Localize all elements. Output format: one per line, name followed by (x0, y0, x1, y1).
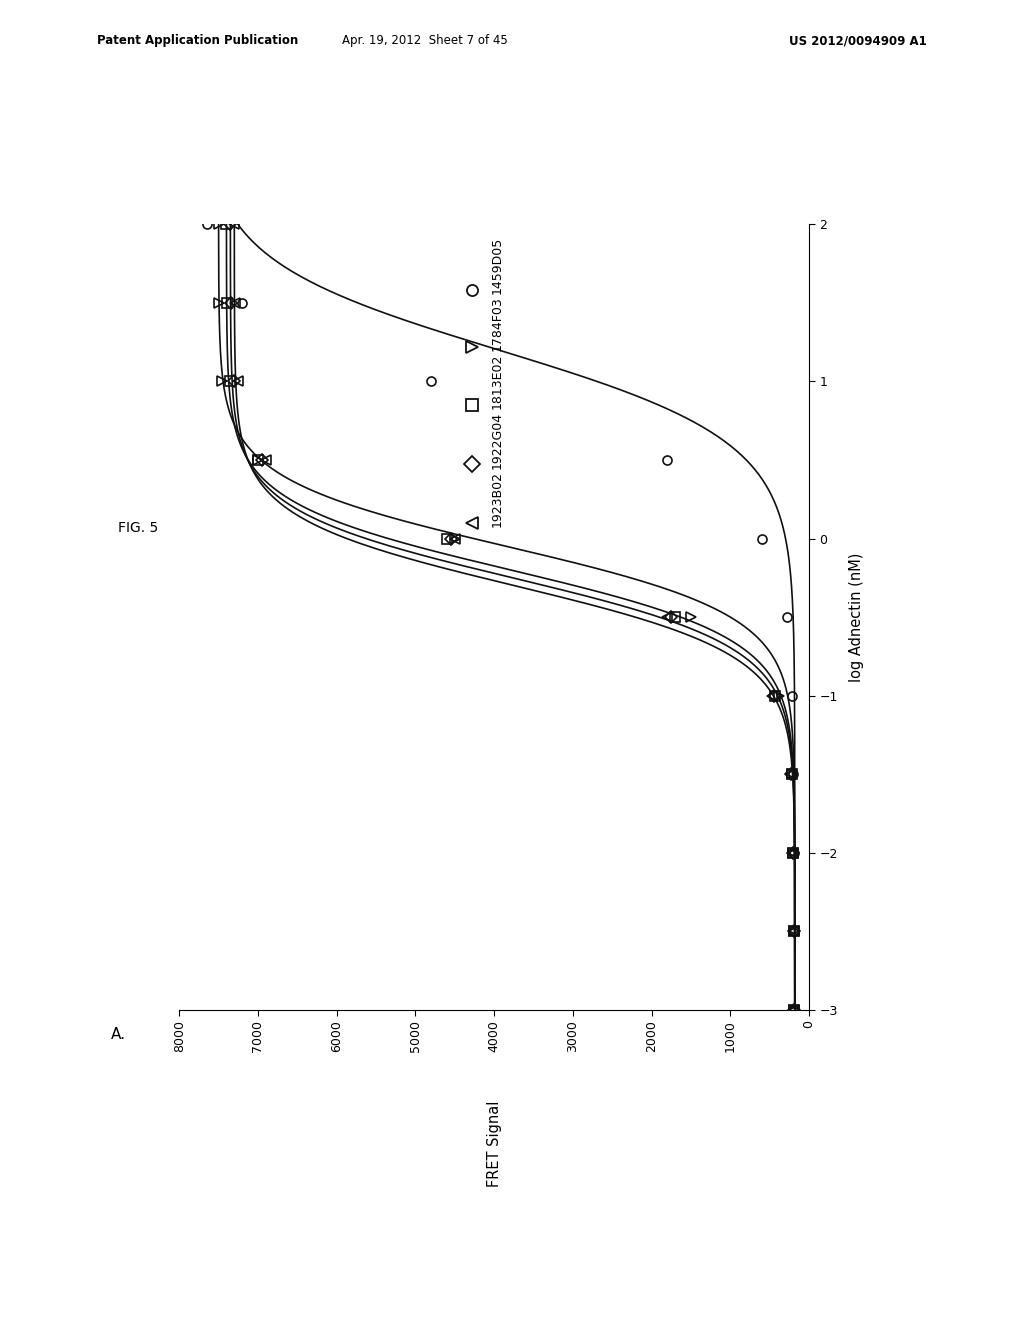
Legend: 1459D05, 1784F03, 1813E02, 1922G04, 1923B02: 1459D05, 1784F03, 1813E02, 1922G04, 1923… (458, 239, 505, 532)
Text: Patent Application Publication: Patent Application Publication (97, 34, 299, 48)
Y-axis label: log Adnectin (nM): log Adnectin (nM) (849, 552, 864, 682)
Text: A.: A. (111, 1027, 126, 1041)
X-axis label: FRET Signal: FRET Signal (486, 1101, 502, 1187)
Text: Apr. 19, 2012  Sheet 7 of 45: Apr. 19, 2012 Sheet 7 of 45 (342, 34, 508, 48)
Text: FIG. 5: FIG. 5 (118, 521, 158, 535)
Text: US 2012/0094909 A1: US 2012/0094909 A1 (788, 34, 927, 48)
